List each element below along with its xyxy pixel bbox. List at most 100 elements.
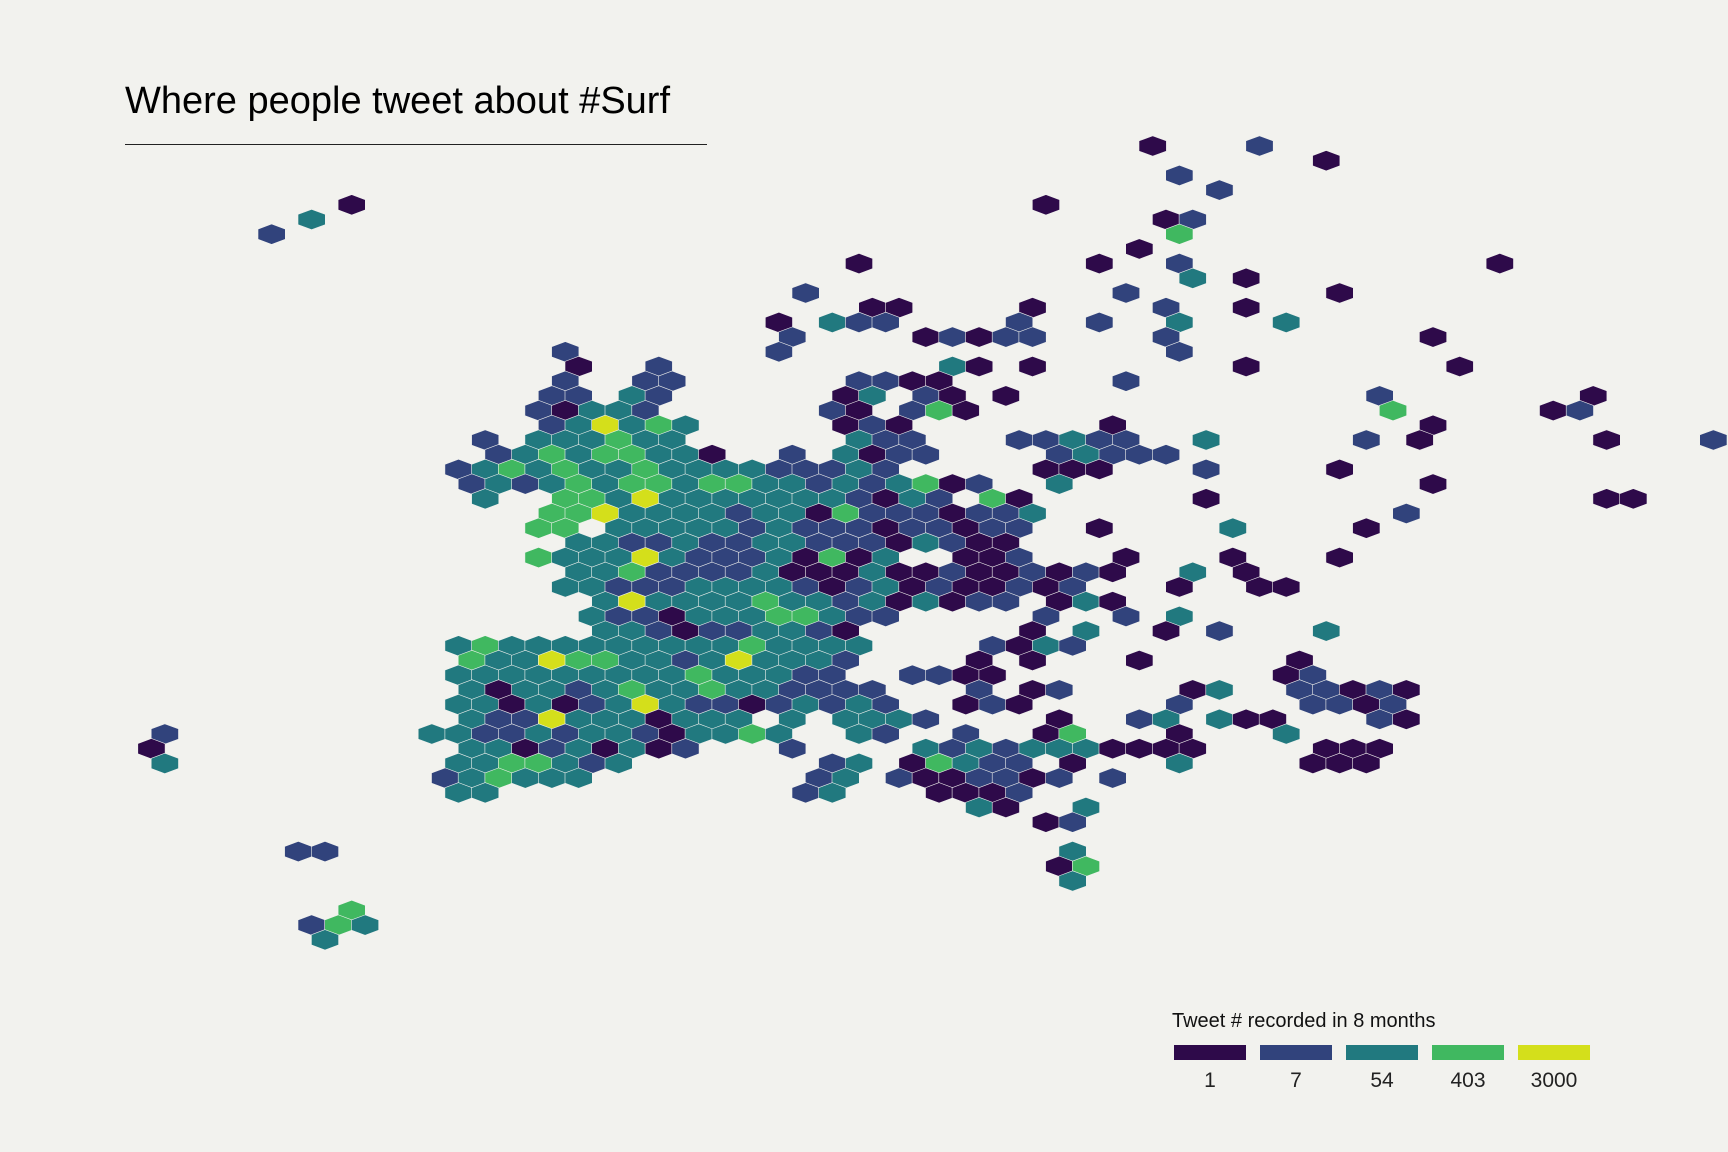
hex-cell <box>1419 326 1447 348</box>
hex-cell <box>1312 620 1341 642</box>
hex-cell <box>791 282 820 304</box>
hex-cell <box>911 708 940 730</box>
hex-cell <box>1205 679 1234 701</box>
map-title: Where people tweet about #Surf <box>125 80 671 122</box>
hex-cell <box>1178 267 1207 289</box>
hex-cell <box>1192 429 1221 451</box>
hex-cell <box>1125 238 1154 260</box>
hex-cell <box>311 841 339 863</box>
legend-swatch-1 <box>1174 1045 1246 1060</box>
legend-swatch-403 <box>1432 1045 1504 1060</box>
hex-cell <box>1045 767 1074 789</box>
hex-cell <box>1085 311 1114 333</box>
hex-cell <box>1205 179 1234 201</box>
legend-label-3000: 3000 <box>1530 1069 1578 1092</box>
hex-cell <box>1419 473 1447 495</box>
hex-cell <box>297 208 326 231</box>
hex-cell <box>991 796 1020 819</box>
hex-cell <box>1058 811 1087 833</box>
hex-cell <box>1085 517 1114 539</box>
hex-cell <box>1325 458 1354 480</box>
hex-cell <box>1592 429 1621 451</box>
hex-cell <box>1085 253 1114 275</box>
hex-cell <box>1699 429 1728 451</box>
hex-cell <box>1232 355 1261 378</box>
hex-cell <box>311 929 339 951</box>
hex-cell <box>1152 620 1180 642</box>
hex-cell <box>1098 767 1127 789</box>
hex-cell <box>1018 326 1047 348</box>
hex-cell <box>1138 135 1167 157</box>
hex-cell <box>604 752 633 774</box>
hex-cell <box>1005 694 1034 716</box>
hex-cell <box>1112 370 1140 392</box>
legend-label-403: 403 <box>1450 1069 1486 1092</box>
hex-cell <box>845 253 873 275</box>
hex-cell <box>1232 267 1261 289</box>
hex-cell <box>991 385 1020 407</box>
hex-cell <box>1245 135 1274 157</box>
hex-cell <box>1165 576 1194 598</box>
hex-cell <box>1312 150 1341 172</box>
hex-cell <box>257 223 286 245</box>
hex-cell <box>1058 870 1087 892</box>
legend-swatch-3000 <box>1518 1045 1590 1060</box>
hex-cell <box>471 782 500 804</box>
hex-cell <box>1192 488 1221 510</box>
hex-cell <box>1045 473 1074 495</box>
hex-cell <box>671 738 700 760</box>
legend-swatch-54 <box>1346 1045 1418 1060</box>
hex-cell <box>1205 620 1234 642</box>
hex-cell <box>1325 282 1354 304</box>
legend-label-54: 54 <box>1370 1069 1394 1092</box>
hex-cell <box>1125 649 1154 672</box>
hex-cell <box>778 738 807 760</box>
hex-cell <box>911 444 940 466</box>
hex-cell <box>1165 164 1194 186</box>
legend-title: Tweet # recorded in 8 months <box>1172 1010 1436 1032</box>
hex-cell <box>991 591 1020 613</box>
hex-cell <box>1619 488 1648 510</box>
hex-cell <box>1352 429 1381 451</box>
hex-cell <box>1405 429 1434 451</box>
hex-cell <box>1392 708 1421 730</box>
hex-cell <box>337 194 366 216</box>
hex-cell <box>1232 297 1261 319</box>
title-underline <box>125 144 707 145</box>
hex-cell <box>1445 355 1474 378</box>
hex-cell <box>1018 649 1047 672</box>
hex-cell <box>1018 355 1047 378</box>
hex-cell <box>1098 561 1127 583</box>
hex-cell <box>1152 444 1180 466</box>
legend-label-1: 1 <box>1204 1069 1216 1092</box>
hex-cell <box>1192 458 1221 480</box>
hex-cell <box>871 723 900 745</box>
hex-cell <box>1485 253 1514 275</box>
hex-cell <box>1272 576 1301 598</box>
hex-cell <box>818 782 847 804</box>
hex-cell <box>871 311 900 333</box>
hex-cell <box>1165 752 1194 774</box>
hex-cell <box>1032 194 1060 216</box>
hex-cell <box>1352 752 1381 774</box>
hex-cell <box>965 355 994 378</box>
hex-cell <box>951 400 980 422</box>
hex-cell <box>1165 341 1194 363</box>
hex-cell <box>1112 282 1140 304</box>
hex-cell <box>1218 517 1247 539</box>
legend-label-7: 7 <box>1290 1069 1302 1092</box>
hex-cell <box>150 752 179 774</box>
hex-cell <box>564 767 593 789</box>
hex-cell <box>471 488 500 510</box>
hex-cell <box>1392 502 1421 525</box>
hex-cell <box>1112 605 1140 627</box>
hex-cell <box>1379 400 1407 422</box>
hex-cell <box>1272 311 1301 333</box>
hex-cell <box>1325 547 1354 569</box>
hex-cell <box>1272 723 1301 745</box>
hex-cell <box>351 914 380 936</box>
hex-cell <box>1165 223 1194 245</box>
hex-cell <box>1058 635 1087 657</box>
